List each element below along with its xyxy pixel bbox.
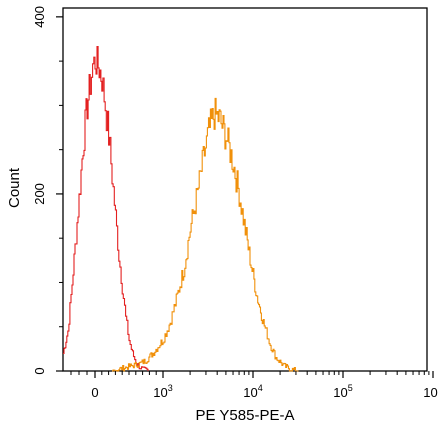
y-tick-label: 0 (32, 367, 47, 374)
plot-area (63, 8, 427, 371)
x-tick-exponent: 4 (258, 383, 263, 393)
y-tick-label: 400 (32, 6, 47, 28)
x-tick-label: 103 (153, 383, 172, 400)
x-tick-label: 106 (423, 383, 438, 400)
x-tick-label: 105 (333, 383, 352, 400)
x-tick-exponent: 3 (168, 383, 173, 393)
x-axis-ticks: 0 103 104 105 106 (71, 371, 438, 400)
y-axis-ticks: 0 200 400 (32, 6, 63, 375)
x-tick-label: 0 (91, 385, 98, 400)
x-tick-label: 104 (243, 383, 262, 400)
x-axis-title: PE Y585-PE-A (196, 407, 295, 424)
x-tick-exponent: 5 (348, 383, 353, 393)
y-axis-title: Count (6, 167, 23, 208)
y-tick-label: 200 (32, 183, 47, 205)
